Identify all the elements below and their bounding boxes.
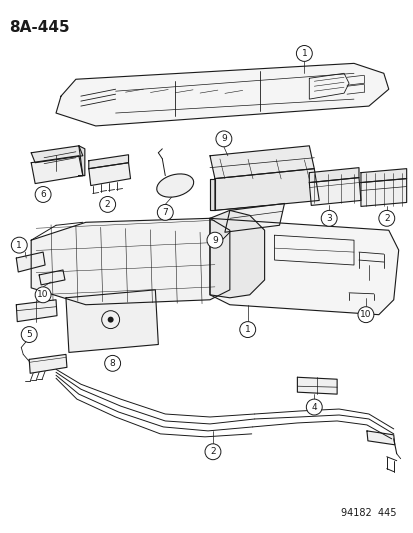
Circle shape bbox=[100, 197, 115, 212]
Circle shape bbox=[21, 327, 37, 343]
Text: 8: 8 bbox=[109, 359, 115, 368]
Text: 2: 2 bbox=[210, 447, 215, 456]
Polygon shape bbox=[366, 431, 394, 445]
Polygon shape bbox=[29, 354, 67, 373]
Text: 94182  445: 94182 445 bbox=[340, 508, 396, 518]
Circle shape bbox=[104, 356, 120, 372]
Text: 1: 1 bbox=[244, 325, 250, 334]
Circle shape bbox=[35, 287, 51, 303]
Polygon shape bbox=[88, 163, 130, 185]
Polygon shape bbox=[78, 146, 85, 175]
Circle shape bbox=[357, 306, 373, 322]
Circle shape bbox=[206, 232, 222, 248]
Text: 7: 7 bbox=[162, 208, 168, 217]
Polygon shape bbox=[360, 179, 406, 206]
Circle shape bbox=[320, 211, 336, 227]
Text: 6: 6 bbox=[40, 190, 46, 199]
Circle shape bbox=[204, 444, 221, 459]
Circle shape bbox=[216, 131, 231, 147]
Polygon shape bbox=[297, 377, 336, 394]
Text: 4: 4 bbox=[311, 402, 316, 411]
Text: 9: 9 bbox=[211, 236, 217, 245]
Circle shape bbox=[296, 45, 311, 61]
Circle shape bbox=[107, 317, 113, 322]
Polygon shape bbox=[224, 204, 284, 232]
Text: 10: 10 bbox=[37, 290, 49, 300]
Polygon shape bbox=[31, 156, 83, 183]
Polygon shape bbox=[309, 177, 360, 205]
Text: 2: 2 bbox=[383, 214, 389, 223]
Text: 5: 5 bbox=[26, 330, 32, 339]
Text: 1: 1 bbox=[17, 240, 22, 249]
Polygon shape bbox=[209, 146, 313, 179]
Circle shape bbox=[157, 205, 173, 220]
Circle shape bbox=[378, 211, 394, 227]
Text: 3: 3 bbox=[325, 214, 331, 223]
Polygon shape bbox=[31, 219, 229, 305]
Polygon shape bbox=[31, 146, 83, 163]
Text: 2: 2 bbox=[104, 200, 110, 209]
Polygon shape bbox=[56, 63, 388, 126]
Ellipse shape bbox=[157, 174, 193, 197]
Text: 8A-445: 8A-445 bbox=[9, 20, 70, 35]
Polygon shape bbox=[66, 290, 158, 352]
Polygon shape bbox=[88, 155, 128, 168]
Polygon shape bbox=[209, 219, 398, 314]
Polygon shape bbox=[16, 252, 45, 272]
Polygon shape bbox=[214, 168, 318, 211]
Circle shape bbox=[11, 237, 27, 253]
Polygon shape bbox=[209, 179, 214, 211]
Polygon shape bbox=[39, 270, 65, 285]
Text: 10: 10 bbox=[359, 310, 371, 319]
Polygon shape bbox=[209, 211, 264, 298]
Polygon shape bbox=[16, 300, 57, 321]
Circle shape bbox=[35, 187, 51, 203]
Polygon shape bbox=[360, 168, 406, 183]
Circle shape bbox=[306, 399, 321, 415]
Circle shape bbox=[239, 321, 255, 337]
Text: 1: 1 bbox=[301, 49, 306, 58]
Text: 9: 9 bbox=[221, 134, 226, 143]
Polygon shape bbox=[309, 168, 358, 183]
